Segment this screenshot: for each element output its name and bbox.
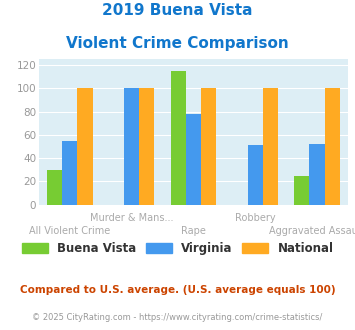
Bar (324, 88, 340, 205)
Legend: Buena Vista, Virginia, National: Buena Vista, Virginia, National (17, 237, 338, 260)
Bar (294, 176, 310, 205)
Text: 2019 Buena Vista: 2019 Buena Vista (102, 3, 253, 18)
Bar (139, 88, 154, 205)
Bar (263, 88, 278, 205)
Bar (171, 71, 186, 205)
Text: All Violent Crime: All Violent Crime (29, 226, 110, 236)
Bar (124, 88, 139, 205)
Bar (47, 170, 62, 205)
Bar (77, 88, 93, 205)
Text: Compared to U.S. average. (U.S. average equals 100): Compared to U.S. average. (U.S. average … (20, 285, 335, 295)
Text: Rape: Rape (181, 226, 206, 236)
Bar (248, 145, 263, 205)
Text: Robbery: Robbery (235, 213, 275, 223)
Bar (186, 114, 201, 205)
Text: Violent Crime Comparison: Violent Crime Comparison (66, 36, 289, 51)
Bar (62, 141, 77, 205)
Text: © 2025 CityRating.com - https://www.cityrating.com/crime-statistics/: © 2025 CityRating.com - https://www.city… (32, 314, 323, 322)
Text: Aggravated Assault: Aggravated Assault (269, 226, 355, 236)
Bar (201, 88, 216, 205)
Bar (310, 144, 324, 205)
Text: Murder & Mans...: Murder & Mans... (90, 213, 174, 223)
